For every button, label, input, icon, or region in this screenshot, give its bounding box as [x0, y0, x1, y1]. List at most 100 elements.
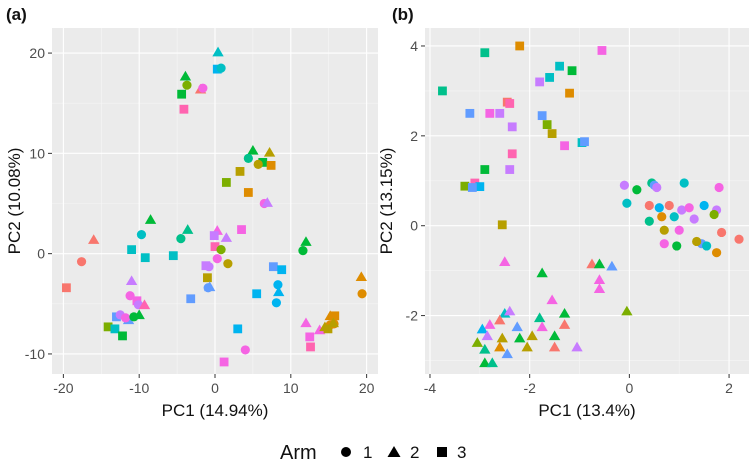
a-point-circle [240, 345, 250, 355]
b-point-triangle [499, 256, 511, 266]
b-x-tick-label: -2 [523, 380, 536, 396]
b-point-circle [619, 180, 629, 190]
b-point-circle [652, 182, 662, 193]
a-point-triangle [182, 224, 194, 234]
legend-triangle-key [387, 446, 401, 457]
a-point-circle [182, 80, 192, 90]
a-point-circle [129, 312, 139, 322]
a-point-square [305, 332, 315, 342]
b-point-square [545, 73, 555, 82]
b-point-square [505, 165, 515, 174]
a-point-square [210, 242, 220, 252]
legend-circle-key [341, 447, 351, 457]
b-point-circle [657, 212, 667, 222]
b-point-triangle [521, 341, 533, 352]
a-point-circle [243, 153, 253, 163]
a-point-triangle [300, 317, 312, 328]
b-point-circle [644, 216, 654, 226]
a-y-tick-label: 10 [29, 145, 45, 161]
b-point-triangle [546, 294, 558, 305]
b-point-circle [692, 236, 702, 247]
legend-square-key [437, 447, 447, 457]
legend-label-3: 3 [457, 443, 466, 462]
a-y-tick-label: 0 [37, 246, 45, 262]
a-panel-tag: (a) [6, 5, 27, 24]
a-point-circle [223, 259, 233, 269]
a-point-circle [203, 283, 213, 293]
a-point-circle [76, 257, 87, 267]
b-point-square [505, 99, 515, 108]
b-point-circle [669, 212, 679, 222]
b-point-square [467, 183, 477, 192]
b-point-square [507, 149, 517, 159]
b-point-triangle [536, 321, 548, 332]
a-x-tick-label: 20 [359, 380, 375, 396]
a-y-tick-label: -10 [25, 346, 45, 362]
b-point-square [542, 120, 552, 130]
a-point-square [330, 311, 340, 321]
panel-b: -4 -2 0 2 -2 0 2 4 (b) PC1 (13.4%) PC2 (13.15%) [377, 5, 749, 420]
b-point-circle [684, 203, 694, 213]
legend: Arm 1 2 3 [280, 442, 466, 464]
a-point-triangle [125, 275, 138, 286]
a-point-square [110, 324, 120, 334]
b-point-triangle [571, 341, 583, 352]
b-point-square [580, 137, 589, 147]
b-point-circle [654, 203, 664, 213]
b-panel-tag: (b) [392, 5, 414, 24]
b-point-triangle [479, 357, 491, 368]
b-y-tick-label: 4 [410, 38, 418, 54]
a-point-square [323, 324, 333, 334]
a-y-tick-label: 20 [29, 45, 45, 61]
a-point-square [140, 253, 150, 263]
b-point-triangle [548, 330, 561, 341]
b-point-triangle [558, 319, 571, 329]
legend-label-2: 2 [410, 443, 419, 462]
b-y-axis-title: PC2 (13.15%) [377, 148, 396, 255]
b-point-triangle [514, 332, 526, 343]
b-point-circle [677, 205, 687, 215]
b-point-triangle [486, 357, 498, 368]
b-y-tick-label: 0 [410, 218, 418, 234]
b-point-square [465, 108, 475, 118]
a-point-square [237, 225, 246, 234]
b-point-triangle [494, 341, 506, 352]
a-point-circle [253, 159, 263, 169]
b-point-square [547, 129, 557, 138]
a-x-tick-label: 0 [211, 380, 219, 396]
b-point-square [495, 108, 505, 118]
b-point-circle [712, 248, 722, 258]
b-point-circle [674, 225, 684, 235]
a-point-circle [120, 313, 131, 323]
b-point-triangle [484, 319, 496, 329]
b-point-square [515, 41, 525, 51]
b-point-square [497, 220, 507, 230]
a-point-square [258, 157, 268, 167]
a-point-triangle [263, 146, 276, 157]
b-point-square [470, 178, 480, 188]
a-point-square [209, 231, 219, 240]
b-point-square [560, 141, 569, 151]
b-point-circle [632, 185, 642, 195]
b-point-triangle [593, 283, 606, 293]
b-point-square [475, 182, 485, 192]
b-point-square [567, 66, 577, 76]
a-point-triangle [138, 299, 151, 310]
b-point-triangle [479, 343, 491, 354]
b-point-square [460, 181, 470, 191]
a-point-circle [198, 83, 208, 93]
b-point-triangle [496, 332, 508, 343]
b-point-triangle [621, 305, 633, 316]
b-point-triangle [548, 341, 561, 352]
b-point-square [535, 77, 545, 87]
b-point-square [485, 108, 495, 118]
a-point-circle [136, 229, 147, 240]
a-point-triangle [220, 232, 233, 242]
a-point-triangle [300, 236, 312, 246]
b-point-circle [714, 182, 724, 193]
a-point-circle [273, 280, 283, 290]
b-point-square [438, 86, 447, 96]
b-point-triangle [526, 330, 538, 341]
a-point-square [177, 89, 187, 99]
a-point-circle [357, 289, 367, 299]
